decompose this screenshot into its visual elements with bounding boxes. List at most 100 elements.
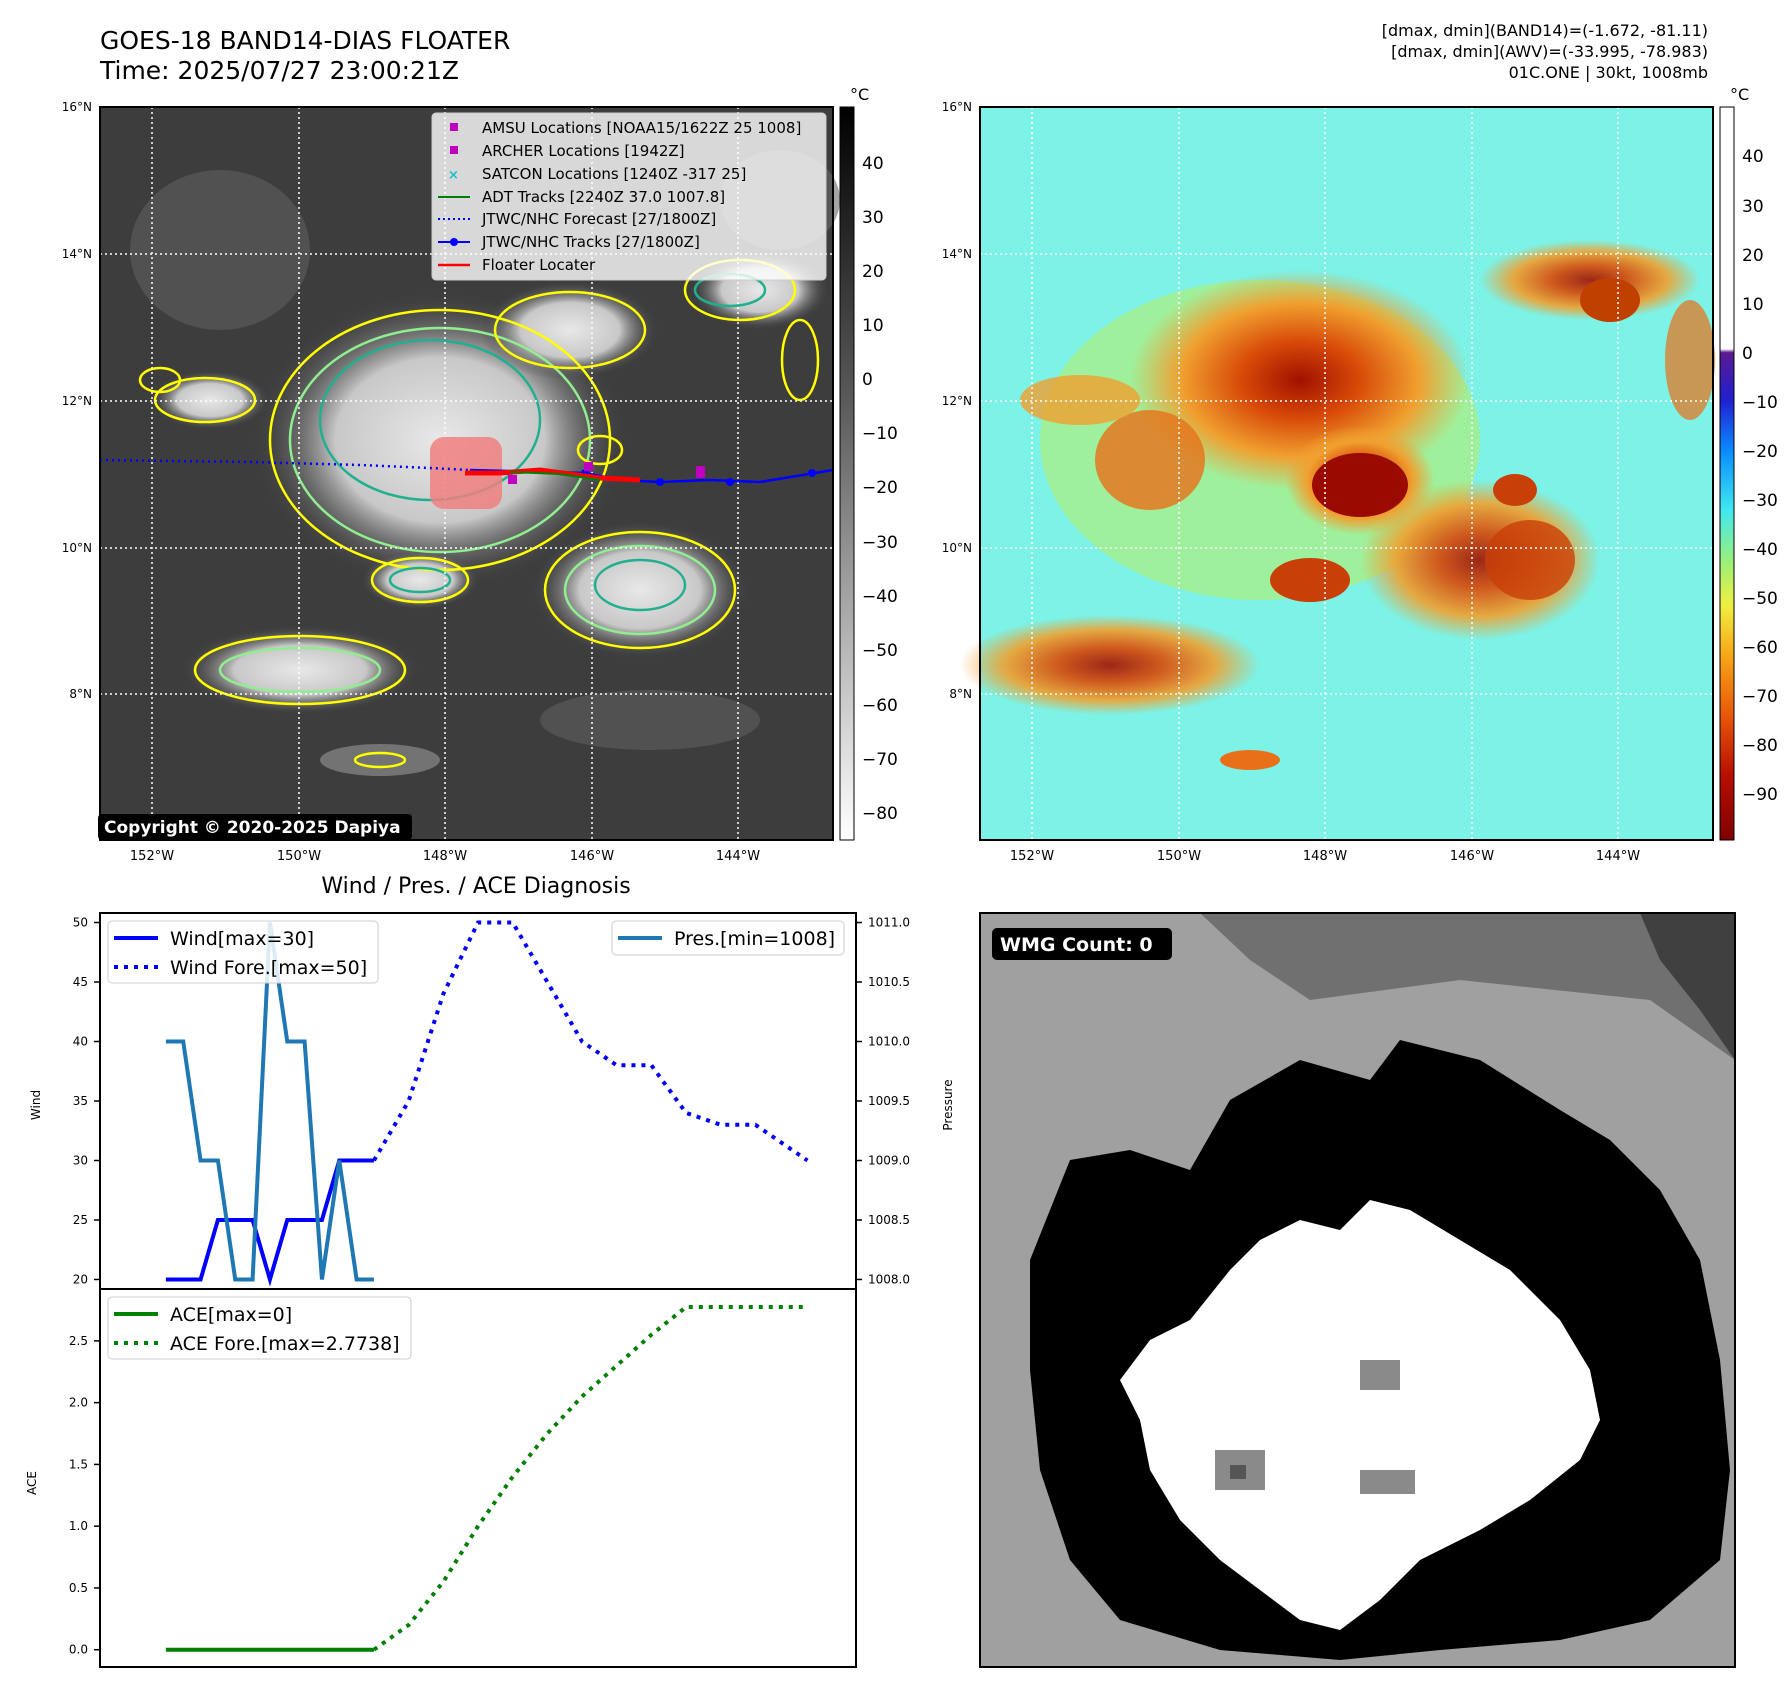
ir-cb-m10: −10	[862, 424, 898, 444]
awv-cb-m50: −50	[1742, 589, 1778, 609]
ace-legend: ACE[max=0] ACE Fore.[max=2.7738]	[107, 1296, 412, 1360]
pressure-y-axis: 1011.0 1010.5 1010.0 1009.5 1009.0 1008.5 1008…	[856, 916, 910, 1286]
ace-tick-label: 1.0	[69, 1519, 88, 1533]
wind-pres-panel: Wind / Pres. / ACE Diagnosis 50 45 40 35 30 2…	[29, 874, 955, 1290]
legend-wind-label: Wind[max=30]	[170, 928, 314, 950]
jtwc-forecast-track	[99, 458, 471, 472]
awv-lon-152w: 152°W	[1010, 849, 1054, 864]
ir-legend: AMSU Locations [NOAA15/1622Z 25 1008] AR…	[431, 112, 827, 281]
pressure-tick-label: 1008.5	[868, 1213, 910, 1227]
legend-tracks-dot	[450, 238, 458, 246]
wmg-count-badge	[992, 928, 1172, 960]
awv-colorbar-unit: °C	[1730, 85, 1749, 104]
pressure-axis-label: Pressure	[941, 1079, 955, 1130]
awv-cb-m40: −40	[1742, 540, 1778, 560]
ace-tick-label: 1.5	[69, 1457, 88, 1471]
archer-marker-2	[696, 466, 705, 478]
ir-lat-labels: 16°N 14°N 12°N 10°N 8°N	[62, 100, 92, 701]
awv-cb-m70: −70	[1742, 687, 1778, 707]
ir-cb-m60: −60	[862, 696, 898, 716]
diagnosis-title: Wind / Pres. / ACE Diagnosis	[321, 874, 630, 899]
ace-panel: 2.5 2.0 1.5 1.0 0.5 0.0 ACE ACE[max=0] ACE Fo…	[25, 1288, 857, 1668]
ace-tick-label: 0.5	[69, 1581, 88, 1595]
wmg-white-core	[1120, 1200, 1600, 1630]
legend-wind-forecast-label: Wind Fore.[max=50]	[170, 957, 367, 979]
ir-cb-10: 10	[862, 316, 884, 336]
wmg-darker-region	[1640, 913, 1735, 1060]
ir-cb-m80: −80	[862, 804, 898, 824]
ir-lat-14n: 14°N	[62, 247, 92, 261]
adt-track	[509, 471, 601, 481]
awv-cb-40: 40	[1742, 147, 1764, 167]
legend-archer-label: ARCHER Locations [1942Z]	[482, 142, 685, 160]
ir-colorbar-ticks: 40 30 20 10 0 −10 −20 −30 −40 −50 −60 −7…	[862, 154, 898, 824]
awv-lat-16n: 16°N	[942, 100, 972, 114]
ir-lon-150w: 150°W	[277, 849, 321, 864]
legend-pres-label: Pres.[min=1008]	[674, 928, 835, 950]
legend-archer-marker	[450, 146, 458, 154]
wind-legend-box	[107, 920, 379, 984]
legend-tracks-label: JTWC/NHC Tracks [27/1800Z]	[481, 233, 700, 251]
ir-cb-m50: −50	[862, 641, 898, 661]
awv-cb-30: 30	[1742, 197, 1764, 217]
awv-cb-m80: −80	[1742, 736, 1778, 756]
ace-plot-frame	[99, 1288, 857, 1668]
chart-title-line1: GOES-18 BAND14-DIAS FLOATER	[100, 26, 511, 55]
wmg-panel: WMG Count: 0	[979, 912, 1736, 1668]
awv-cb-20: 20	[1742, 246, 1764, 266]
wind-tick-label: 20	[73, 1272, 88, 1286]
awv-moisture-field	[960, 240, 1715, 770]
awv-colorbar	[1719, 106, 1735, 841]
wind-legend: Wind[max=30] Wind Fore.[max=50]	[107, 920, 379, 984]
awv-cb-m60: −60	[1742, 638, 1778, 658]
info-storm-summary: 01C.ONE | 30kt, 1008mb	[1508, 63, 1708, 82]
ir-cb-40: 40	[862, 154, 884, 174]
copyright-badge	[98, 814, 412, 840]
awv-lat-12n: 12°N	[942, 394, 972, 408]
pressure-tick-label: 1009.5	[868, 1094, 910, 1108]
legend-satcon-label: SATCON Locations [1240Z -317 25]	[482, 165, 746, 183]
awv-gridlines	[980, 107, 1713, 840]
awv-lon-labels: 152°W 150°W 148°W 146°W 144°W	[1010, 849, 1640, 864]
pressure-tick-label: 1010.0	[868, 1035, 910, 1049]
wind-y-axis: 50 45 40 35 30 25 20	[73, 916, 100, 1286]
ir-lat-16n: 16°N	[62, 100, 92, 114]
ir-cb-20: 20	[862, 262, 884, 282]
ace-forecast-line	[372, 1305, 808, 1652]
awv-lon-148w: 148°W	[1303, 849, 1347, 864]
wmg-count-label: WMG Count: 0	[1000, 934, 1153, 956]
legend-ace-forecast-label: ACE Fore.[max=2.7738]	[170, 1333, 400, 1355]
wmg-gray-patch-3	[1360, 1470, 1415, 1494]
ir-lat-12n: 12°N	[62, 394, 92, 408]
legend-satcon-marker: ×	[448, 168, 459, 183]
ir-lon-labels: 152°W 150°W 148°W 146°W 144°W	[130, 849, 760, 864]
legend-adt-label: ADT Tracks [2240Z 37.0 1007.8]	[482, 188, 725, 206]
ir-cb-30: 30	[862, 208, 884, 228]
ir-lon-152w: 152°W	[130, 849, 174, 864]
wmg-dark-patch	[1230, 1465, 1246, 1479]
awv-cb-m10: −10	[1742, 393, 1778, 413]
info-dmax-awv: [dmax, dmin](AWV)=(-33.995, -78.983)	[1391, 42, 1708, 61]
ace-tick-label: 2.0	[69, 1396, 88, 1410]
ir-lon-146w: 146°W	[570, 849, 614, 864]
wind-tick-label: 50	[73, 916, 88, 930]
ir-cb-m30: −30	[862, 533, 898, 553]
legend-ace-label: ACE[max=0]	[170, 1304, 292, 1326]
awv-lon-146w: 146°W	[1450, 849, 1494, 864]
wmg-gray-patch-2	[1360, 1360, 1400, 1390]
wind-tick-label: 30	[73, 1153, 88, 1167]
wmg-frame	[979, 912, 1736, 1668]
awv-lon-144w: 144°W	[1596, 849, 1640, 864]
awv-cb-10: 10	[1742, 295, 1764, 315]
ace-tick-label: 0.0	[69, 1643, 88, 1657]
ir-map-panel: AMSU Locations [NOAA15/1622Z 25 1008] AR…	[62, 85, 898, 864]
ace-tick-label: 2.5	[69, 1334, 88, 1348]
awv-cb-m20: −20	[1742, 442, 1778, 462]
pressure-tick-label: 1009.0	[868, 1153, 910, 1167]
ace-series-group	[165, 1305, 808, 1652]
awv-cb-0: 0	[1742, 344, 1753, 364]
ir-cb-0: 0	[862, 370, 873, 390]
copyright-text: Copyright © 2020-2025 Dapiya	[104, 818, 401, 838]
chart-title-line2: Time: 2025/07/27 23:00:21Z	[100, 56, 459, 85]
wmg-dark-region	[1200, 913, 1735, 1060]
